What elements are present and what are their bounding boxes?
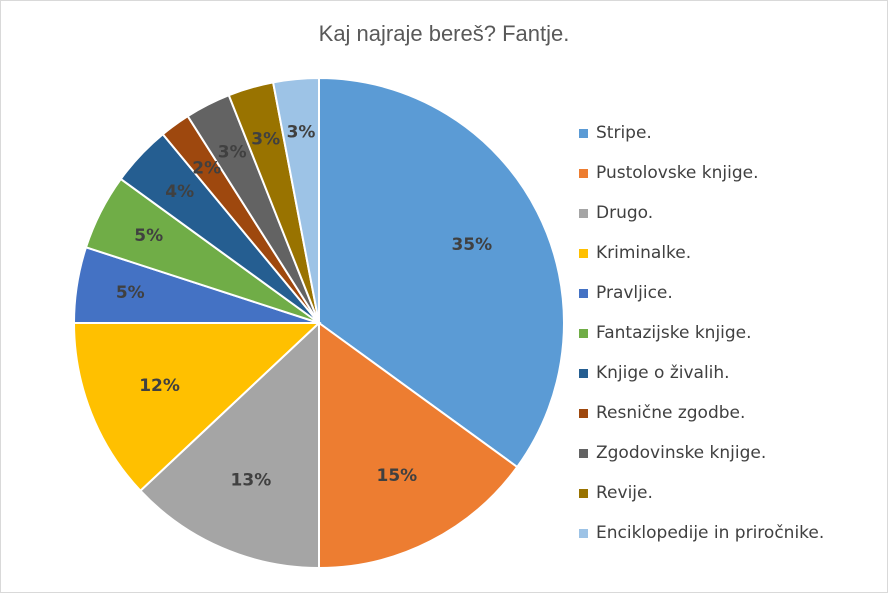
legend-label: Knjige o živalih. <box>596 363 730 383</box>
chart-title: Kaj najraje bereš? Fantje. <box>318 21 570 46</box>
legend-label: Resnične zgodbe. <box>596 403 746 423</box>
slice-value-label: 3% <box>251 129 280 149</box>
legend-label: Stripe. <box>596 123 652 143</box>
slice-value-label: 3% <box>287 123 316 143</box>
legend-label: Fantazijske knjige. <box>596 323 752 343</box>
pie-slice <box>138 320 320 570</box>
pie-slice <box>318 76 565 469</box>
legend-label: Revije. <box>596 483 653 503</box>
slice-value-label: 5% <box>116 283 145 303</box>
slice-value-label: 15% <box>377 466 418 486</box>
slice-value-label: 13% <box>231 470 272 490</box>
legend-label: Pravljice. <box>596 283 673 303</box>
slice-value-label: 12% <box>139 376 180 396</box>
legend-item: Enciklopedije in priročnike. <box>579 513 824 553</box>
legend-swatch <box>579 488 588 498</box>
pie-data-labels: 35%15%13%12%5%5%4%2%3%3% 3% <box>116 123 492 491</box>
legend-item: Stripe. <box>579 113 824 153</box>
legend-swatch <box>579 248 588 258</box>
legend-swatch <box>579 128 588 138</box>
legend-swatch <box>579 528 588 538</box>
legend-label: Pustolovske knjige. <box>596 163 759 183</box>
legend-swatch <box>579 328 588 338</box>
legend-swatch <box>579 368 588 378</box>
legend-item: Kriminalke. <box>579 233 824 273</box>
legend-item: Drugo. <box>579 193 824 233</box>
legend-swatch <box>579 208 588 218</box>
legend: Stripe. Pustolovske knjige. Drugo. Kriminal… <box>579 113 824 553</box>
legend-swatch <box>579 168 588 178</box>
slice-value-label: 2% <box>192 158 221 178</box>
slice-value-label: 35% <box>451 235 492 255</box>
pie-slices <box>72 76 565 570</box>
legend-item: Pravljice. <box>579 273 824 313</box>
legend-item: Knjige o živalih. <box>579 353 824 393</box>
legend-item: Fantazijske knjige. <box>579 313 824 353</box>
pie-slice <box>318 321 519 570</box>
pie-slice <box>72 322 322 493</box>
slice-value-label: 4% <box>165 182 194 202</box>
legend-swatch <box>579 448 588 458</box>
legend-item: Resnične zgodbe. <box>579 393 824 433</box>
legend-label: Drugo. <box>596 203 654 223</box>
legend-item: Pustolovske knjige. <box>579 153 824 193</box>
slice-value-label: 3% <box>218 143 247 163</box>
legend-swatch <box>579 288 588 298</box>
legend-label: Zgodovinske knjige. <box>596 443 767 463</box>
pie-slice <box>271 76 320 324</box>
legend-item: Zgodovinske knjige. <box>579 433 824 473</box>
legend-label: Kriminalke. <box>596 243 692 263</box>
legend-swatch <box>579 408 588 418</box>
slice-value-label: 5% <box>134 226 163 246</box>
legend-item: Revije. <box>579 473 824 513</box>
legend-label: Enciklopedije in priročnike. <box>596 523 825 543</box>
